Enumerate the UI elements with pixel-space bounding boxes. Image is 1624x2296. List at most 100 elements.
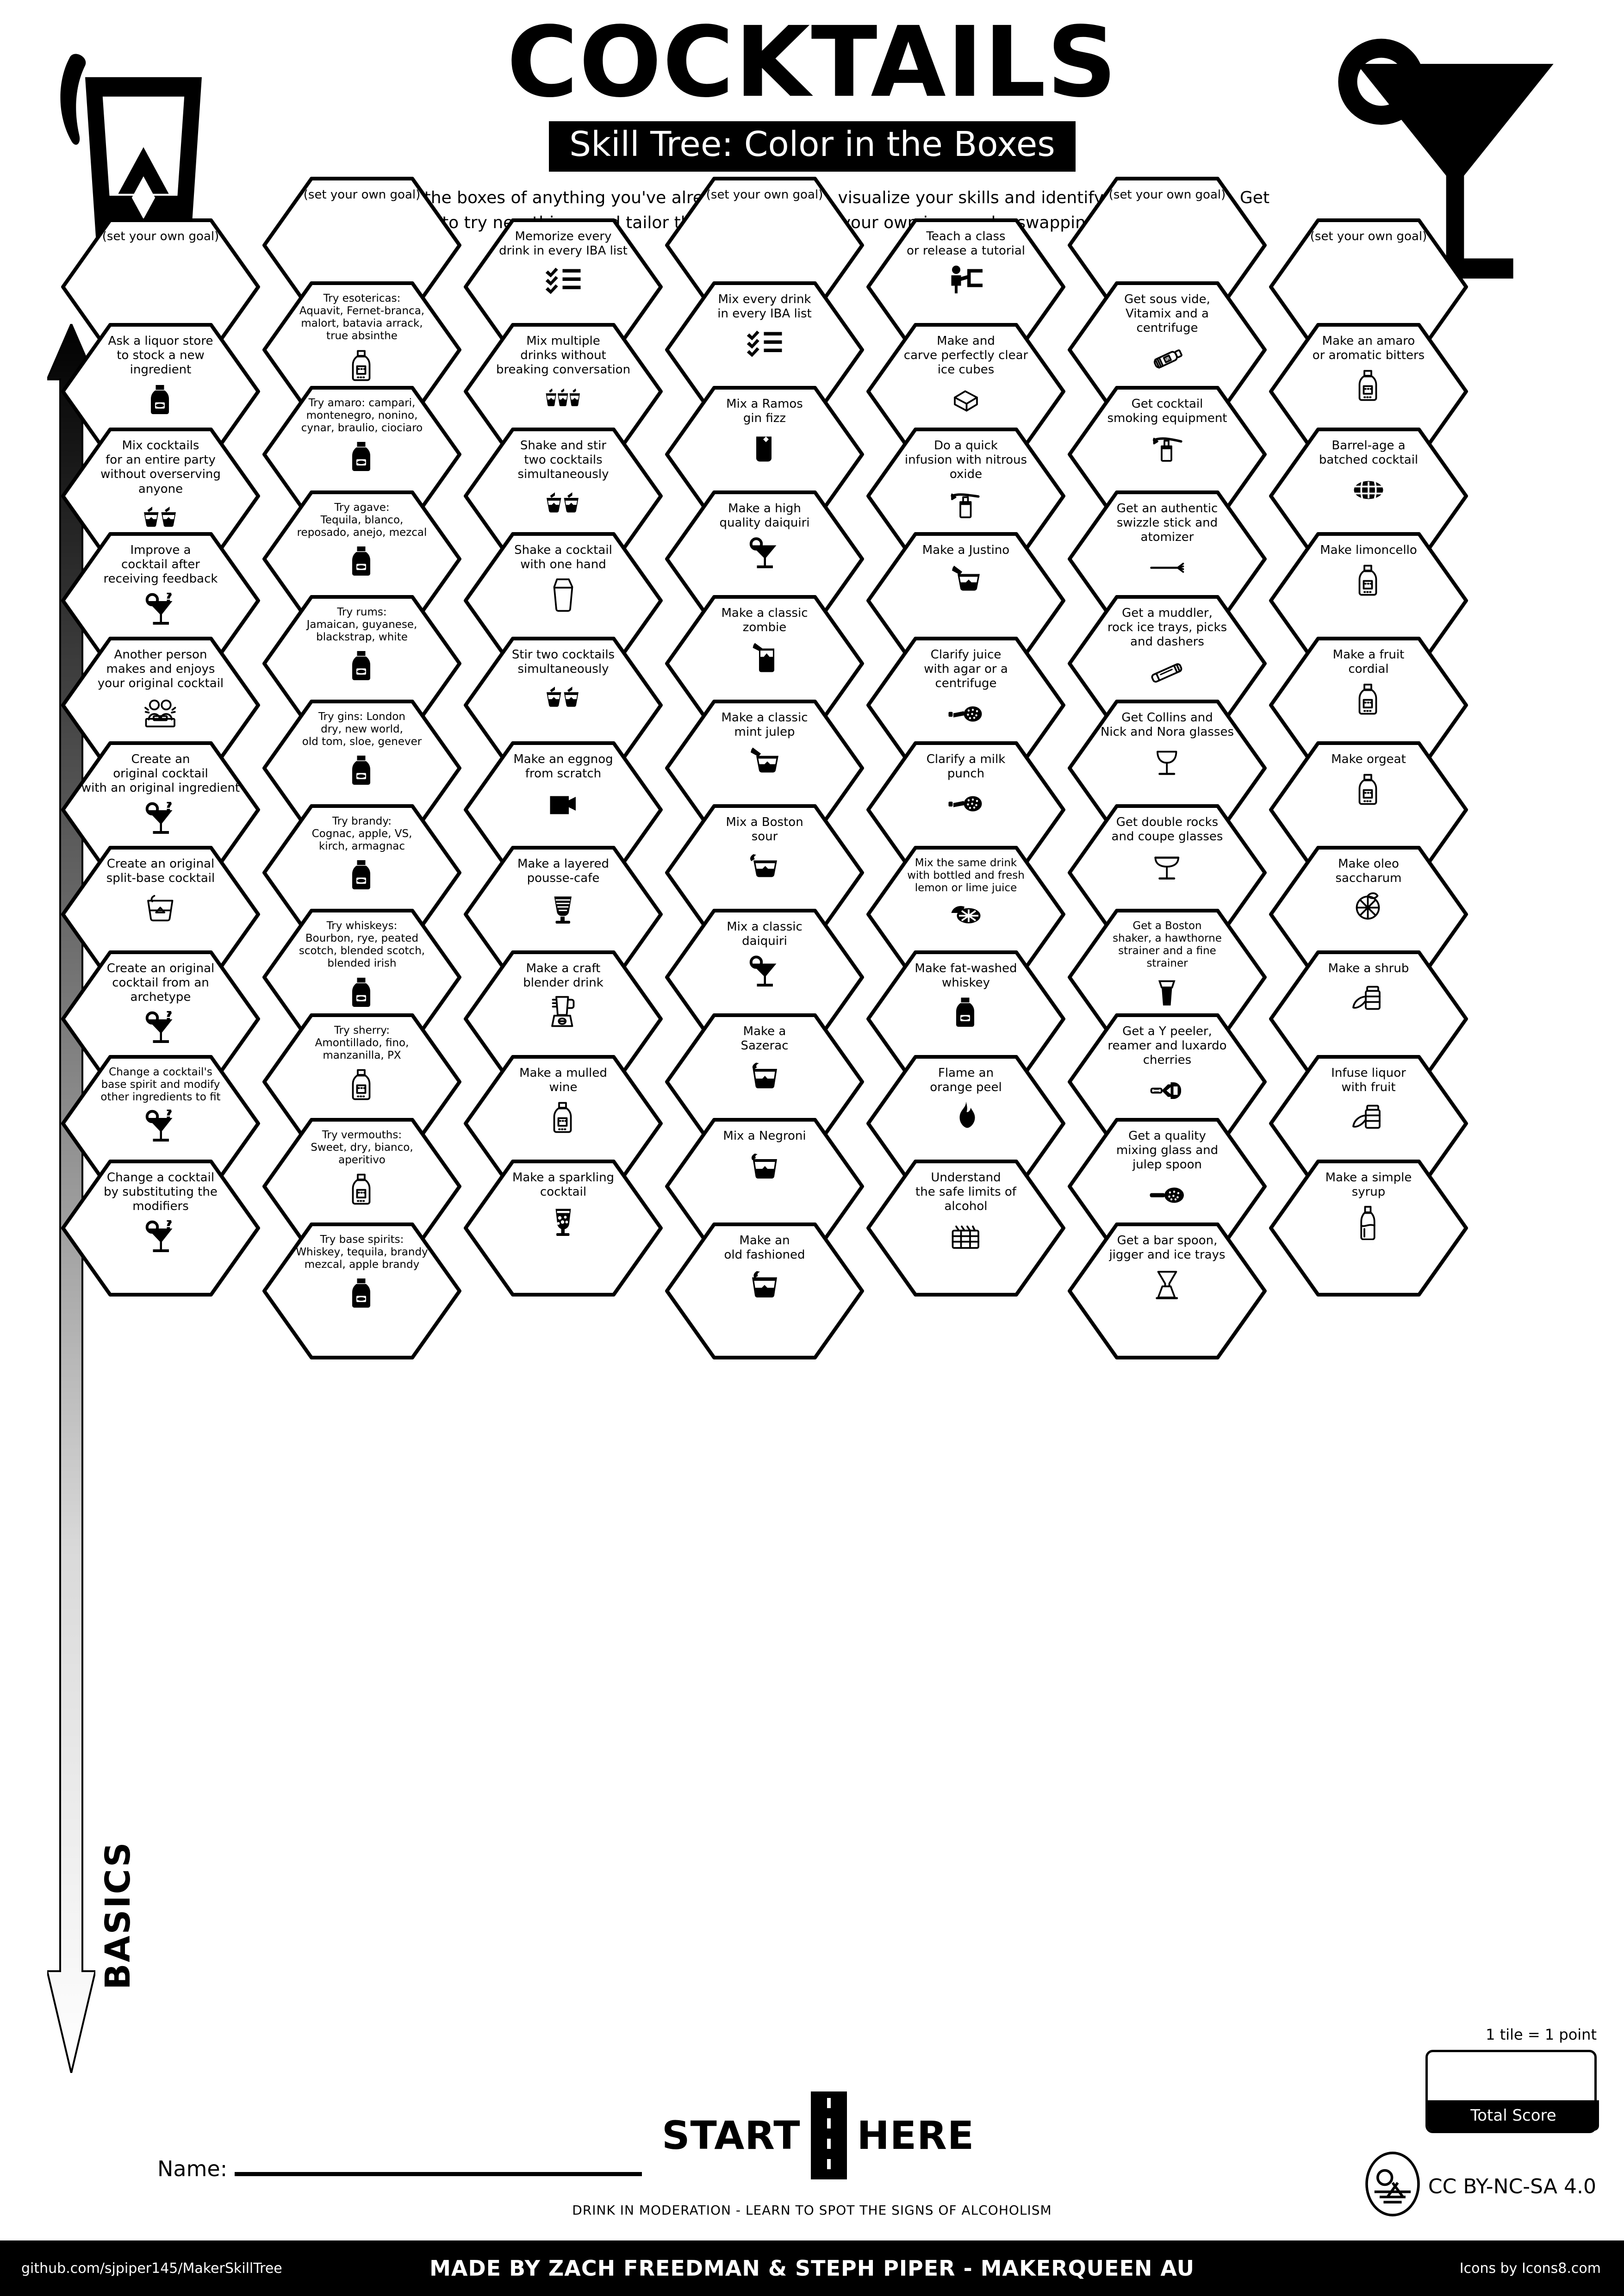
skill-tile[interactable]: Make a simple syrup bbox=[1268, 1159, 1469, 1297]
score-box[interactable]: 1 tile = 1 point Total Score bbox=[1425, 2026, 1599, 2156]
bottle-solid-icon bbox=[344, 439, 380, 475]
skill-tile-label: Mix every drink in every IBA list bbox=[717, 292, 812, 321]
skill-tile[interactable]: Mix the same drink with bottled and fres… bbox=[865, 845, 1066, 984]
skill-tile-label: Try sherry: Amontillado, fino, manzanill… bbox=[315, 1024, 409, 1062]
skill-tile[interactable]: Do a quick infusion with nitrous oxide bbox=[865, 427, 1066, 565]
skill-tile[interactable]: Barrel-age a batched cocktail bbox=[1268, 427, 1469, 565]
skill-tile[interactable]: Mix cocktails for an entire party withou… bbox=[60, 427, 261, 565]
bottle-solid-icon bbox=[344, 857, 380, 894]
skill-tile[interactable]: Change a cocktail by substituting the mo… bbox=[60, 1159, 261, 1297]
skill-tile-label: Change a cocktail's base spirit and modi… bbox=[100, 1066, 221, 1104]
citrus-bowl-icon bbox=[1350, 890, 1387, 926]
skill-tile-label: Create an original cocktail from an arch… bbox=[106, 962, 215, 1005]
skill-tile[interactable]: Try amaro: campari, montenegro, nonino, … bbox=[261, 385, 462, 524]
skill-tile[interactable]: Get a bar spoon, jigger and ice trays bbox=[1067, 1222, 1268, 1360]
footer-icons-credit[interactable]: Icons by Icons8.com bbox=[1459, 2260, 1601, 2277]
skill-tile[interactable]: Get an authentic swizzle stick and atomi… bbox=[1067, 490, 1268, 628]
skill-tile[interactable]: Try vermouths: Sweet, dry, bianco, aperi… bbox=[261, 1117, 462, 1256]
skill-tile[interactable]: Try agave: Tequila, blanco, reposado, an… bbox=[261, 490, 462, 628]
skill-tile[interactable]: Make a Justino bbox=[865, 531, 1066, 670]
skill-tile[interactable]: Make a layered pousse-cafe bbox=[463, 845, 664, 984]
skill-tile-label: Make limoncello bbox=[1320, 543, 1417, 557]
skill-tile-label: Mix a Boston sour bbox=[726, 815, 803, 844]
skill-tile[interactable]: Change a cocktail's base spirit and modi… bbox=[60, 1054, 261, 1193]
skill-tile-label: Try gins: London dry, new world, old tom… bbox=[302, 711, 422, 748]
skill-tile[interactable]: Try gins: London dry, new world, old tom… bbox=[261, 699, 462, 838]
nick-and-nora-glass-icon bbox=[1149, 744, 1185, 780]
skill-tile-label: Make and carve perfectly clear ice cubes bbox=[903, 334, 1028, 377]
skill-tile[interactable]: Try esotericas: Aquavit, Fernet-branca, … bbox=[261, 280, 462, 419]
skill-tile[interactable]: Try sherry: Amontillado, fino, manzanill… bbox=[261, 1012, 462, 1151]
skill-tile-label: (set your own goal) bbox=[303, 188, 421, 202]
layered-glass-icon bbox=[545, 890, 581, 926]
skill-tile[interactable]: Make an amaro or aromatic bitters bbox=[1268, 322, 1469, 461]
skill-tile-label: Get a Boston shaker, a hawthorne straine… bbox=[1113, 920, 1222, 970]
skill-tile-label: Make a fruit cordial bbox=[1332, 648, 1405, 676]
skill-tile[interactable]: Understand the safe limits of alcohol bbox=[865, 1159, 1066, 1297]
skill-tile[interactable]: (set your own goal) bbox=[664, 176, 865, 315]
skill-tile[interactable]: Make a Sazerac bbox=[664, 1012, 865, 1151]
skill-tile[interactable]: Make a sparkling cocktail bbox=[463, 1159, 664, 1297]
blender-icon bbox=[545, 995, 581, 1031]
none bbox=[1149, 207, 1185, 243]
skill-tile[interactable]: Memorize every drink in every IBA list bbox=[463, 217, 664, 356]
bottle-outline-icon bbox=[1350, 562, 1387, 598]
skill-tile[interactable]: Get sous vide, Vitamix and a centrifuge N bbox=[1067, 280, 1268, 419]
skill-tile[interactable]: Mix a Negroni bbox=[664, 1117, 865, 1256]
skill-tile-label: Make a high quality daiquiri bbox=[719, 502, 810, 530]
skill-tile[interactable]: Clarify juice with agar or a centrifuge bbox=[865, 636, 1066, 775]
bottle-outline-icon bbox=[1350, 681, 1387, 717]
skill-tile[interactable]: Create an original cocktail from an arch… bbox=[60, 949, 261, 1088]
y-peeler-icon bbox=[1149, 1073, 1185, 1109]
jigger-icon bbox=[1149, 1267, 1185, 1303]
skill-tile-label: Mix cocktails for an entire party withou… bbox=[100, 439, 221, 496]
skill-tile-label: Make oleo saccharum bbox=[1335, 857, 1402, 886]
mint-julep-icon bbox=[747, 744, 783, 780]
skill-tile[interactable]: Ask a liquor store to stock a new ingred… bbox=[60, 322, 261, 461]
julep-strainer-icon bbox=[1149, 1177, 1185, 1213]
skill-tile[interactable]: Improve a cocktail after receiving feedb… bbox=[60, 531, 261, 670]
skill-tile[interactable]: Try whiskeys: Bourbon, rye, peated scotc… bbox=[261, 908, 462, 1047]
skill-tile-label: Make a shrub bbox=[1328, 962, 1409, 975]
name-field[interactable]: Name: bbox=[157, 2156, 642, 2181]
score-input-area[interactable]: Total Score bbox=[1425, 2050, 1599, 2133]
skill-tile-label: Mix multiple drinks without breaking con… bbox=[496, 334, 631, 377]
skill-tile[interactable]: Infuse liquor with fruit bbox=[1268, 1054, 1469, 1193]
skill-tile[interactable]: Make a classic mint julep bbox=[664, 699, 865, 838]
skill-tile-label: Clarify a milk punch bbox=[926, 752, 1006, 781]
skill-tile-label: Create an original split-base cocktail bbox=[106, 857, 215, 886]
skill-tile-label: Make a layered pousse-cafe bbox=[517, 857, 610, 886]
skill-tile[interactable]: Get a muddler, rock ice trays, picks and… bbox=[1067, 594, 1268, 733]
skill-tile-label: Mix a Ramos gin fizz bbox=[726, 397, 803, 426]
skill-tile[interactable]: Mix a Boston sour bbox=[664, 803, 865, 942]
road-icon bbox=[810, 2091, 847, 2179]
skill-tile[interactable]: Get cocktail smoking equipment bbox=[1067, 385, 1268, 524]
skill-tile[interactable]: Try rums: Jamaican, guyanese, blackstrap… bbox=[261, 594, 462, 733]
skill-tile-label: Ask a liquor store to stock a new ingred… bbox=[108, 334, 213, 377]
skill-tile[interactable]: Try base spirits: Whiskey, tequila, bran… bbox=[261, 1222, 462, 1360]
subtitle-banner: Skill Tree: Color in the Boxes bbox=[549, 121, 1076, 172]
bottle-solid-icon bbox=[344, 544, 380, 580]
skill-tile[interactable]: Shake and stir two cocktails simultaneou… bbox=[463, 427, 664, 565]
skill-tile[interactable]: Stir two cocktails simultaneously bbox=[463, 636, 664, 775]
martini-question-icon bbox=[143, 1108, 179, 1144]
skill-tile[interactable]: Create an original split-base cocktail bbox=[60, 845, 261, 984]
skill-tile[interactable]: (set your own goal) bbox=[1268, 217, 1469, 356]
skill-tile[interactable]: Make an old fashioned bbox=[664, 1222, 865, 1360]
skill-tile-label: Try base spirits: Whiskey, tequila, bran… bbox=[296, 1234, 428, 1271]
skill-tile[interactable]: Make fat-washed whiskey bbox=[865, 949, 1066, 1088]
name-input-line[interactable] bbox=[235, 2172, 642, 2176]
tile-point-note: 1 tile = 1 point bbox=[1486, 2026, 1597, 2043]
bottle-solid-icon bbox=[948, 995, 984, 1031]
skill-tile[interactable]: Try brandy: Cognac, apple, VS, kirch, ar… bbox=[261, 803, 462, 942]
skill-tile[interactable]: Make a fruit cordial bbox=[1268, 636, 1469, 775]
skill-tile-label: Make a simple syrup bbox=[1325, 1171, 1412, 1199]
footer-github-link[interactable]: github.com/sjpiper145/MakerSkillTree bbox=[21, 2260, 282, 2277]
skill-tile-label: Stir two cocktails simultaneously bbox=[511, 648, 615, 676]
bottle-outline-icon bbox=[344, 1171, 380, 1207]
skill-tile[interactable]: Mix multiple drinks without breaking con… bbox=[463, 322, 664, 461]
bottle-outline-icon bbox=[545, 1099, 581, 1136]
skill-tile[interactable]: (set your own goal) bbox=[261, 176, 462, 315]
skill-tile-label: Clarify juice with agar or a centrifuge bbox=[924, 648, 1008, 691]
skill-tile[interactable]: Mix a classic daiquiri bbox=[664, 908, 865, 1047]
